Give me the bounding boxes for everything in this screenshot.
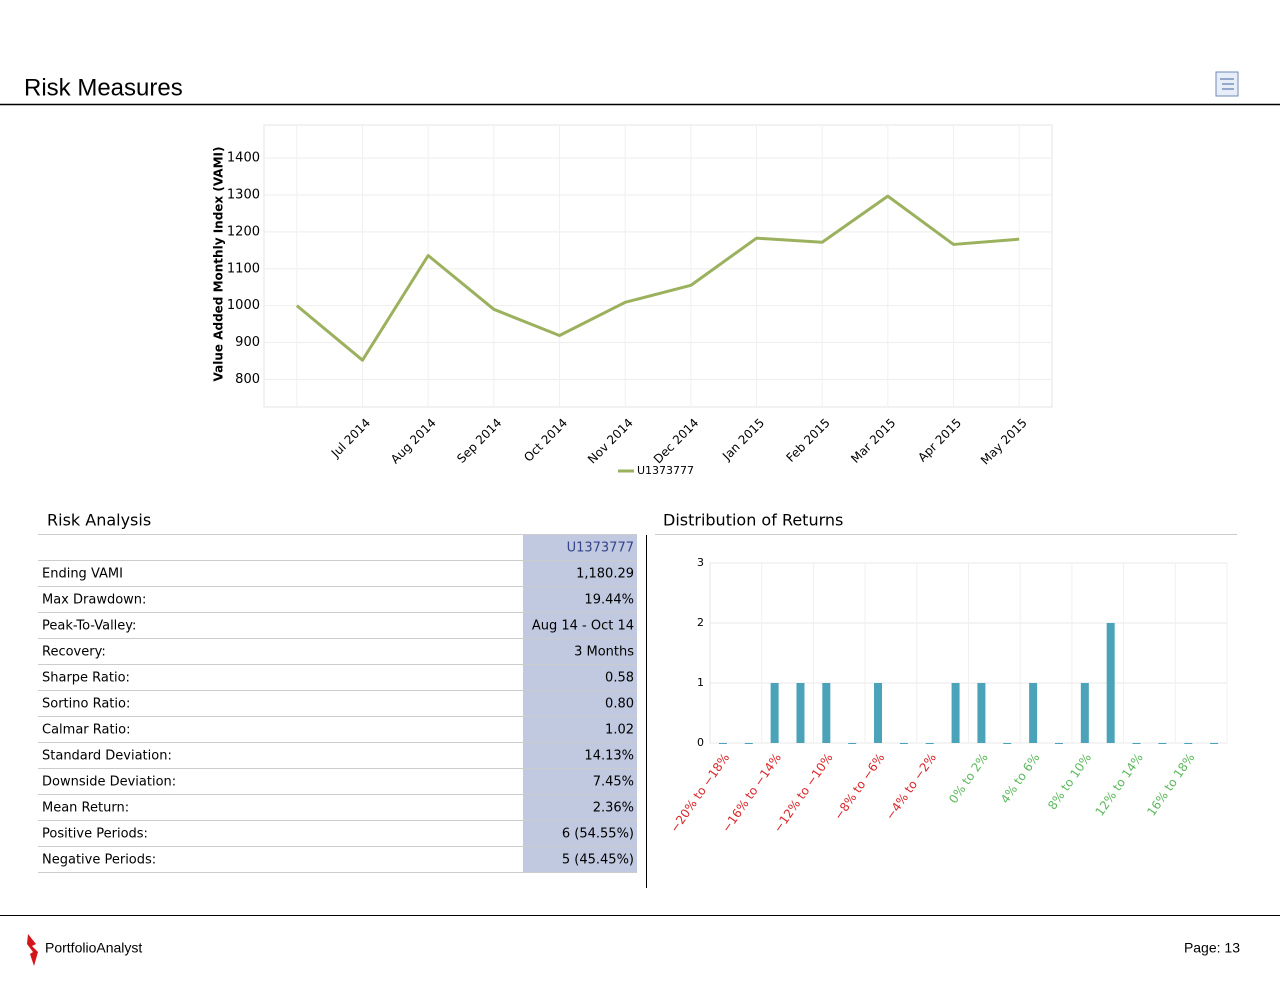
x-tick-label: 12% to 14% — [1092, 751, 1145, 819]
row-value: 7.45% — [593, 775, 634, 790]
row-value: 6 (54.55%) — [562, 827, 634, 842]
row-label: Ending VAMI — [42, 567, 123, 582]
bar — [951, 683, 960, 743]
x-tick-label: Apr 2015 — [915, 416, 964, 465]
bar — [1184, 743, 1193, 744]
x-tick-label: Sep 2014 — [454, 416, 504, 466]
column-header: U1373777 — [567, 541, 634, 556]
row-value: 1,180.29 — [576, 567, 634, 582]
row-value: 5 (45.45%) — [562, 853, 634, 868]
x-tick-label: 8% to 10% — [1045, 751, 1094, 813]
bar — [822, 683, 831, 743]
y-tick-label: 1300 — [227, 188, 260, 203]
row-label: Sharpe Ratio: — [42, 671, 130, 686]
y-tick-label: 3 — [697, 556, 704, 569]
brand-logo — [27, 934, 38, 966]
bar — [848, 743, 857, 744]
x-tick-label: −8% to −6% — [831, 751, 887, 823]
y-tick-label: 1200 — [227, 224, 260, 239]
y-tick-label: 1 — [697, 676, 704, 689]
bar — [925, 743, 934, 744]
row-label: Mean Return: — [42, 801, 129, 816]
y-tick-label: 2 — [697, 616, 704, 629]
line-series — [295, 194, 1020, 362]
y-tick-label: 900 — [235, 335, 260, 350]
x-tick-label: Feb 2015 — [784, 416, 833, 465]
x-tick-label: 4% to 6% — [998, 751, 1043, 806]
report-icon[interactable] — [1215, 71, 1239, 97]
row-label: Calmar Ratio: — [42, 723, 131, 738]
y-tick-label: 1000 — [227, 298, 260, 313]
row-label: Recovery: — [42, 645, 106, 660]
x-tick-label: May 2015 — [978, 416, 1030, 468]
bar — [1132, 743, 1141, 744]
row-value: 2.36% — [593, 801, 634, 816]
page-title: Risk Measures — [24, 74, 183, 101]
x-tick-label: Oct 2014 — [521, 416, 570, 465]
bar — [744, 743, 753, 744]
bar — [1029, 683, 1038, 743]
legend-label: U1373777 — [637, 464, 694, 477]
x-tick-label: Aug 2014 — [388, 416, 439, 467]
row-label: Sortino Ratio: — [42, 697, 130, 712]
row-value: 0.80 — [605, 697, 634, 712]
bar — [718, 743, 727, 744]
x-tick-label: Mar 2015 — [848, 416, 898, 466]
x-tick-label: Jan 2015 — [719, 416, 767, 464]
y-tick-label: 1100 — [227, 261, 260, 276]
x-tick-label: −4% to −2% — [883, 751, 939, 823]
bar — [1054, 743, 1063, 744]
row-value: 14.13% — [584, 749, 634, 764]
row-label: Standard Deviation: — [42, 749, 172, 764]
y-axis-label: Value Added Monthly Index (VAMI) — [212, 147, 226, 382]
row-label: Peak-To-Valley: — [42, 619, 136, 634]
bar — [796, 683, 805, 743]
bar — [1210, 743, 1219, 744]
row-label: Negative Periods: — [42, 853, 156, 868]
bar — [874, 683, 883, 743]
bar — [770, 683, 779, 743]
row-value: 1.02 — [605, 723, 634, 738]
y-tick-label: 800 — [235, 372, 260, 387]
y-tick-label: 1400 — [227, 151, 260, 166]
x-tick-label: 16% to 18% — [1144, 751, 1197, 819]
row-label: Positive Periods: — [42, 827, 148, 842]
row-value: 3 Months — [574, 645, 634, 660]
row-value: 0.58 — [605, 671, 634, 686]
row-value: Aug 14 - Oct 14 — [532, 619, 634, 634]
bar — [1106, 623, 1115, 743]
x-tick-label: Dec 2014 — [651, 416, 702, 467]
bar — [1003, 743, 1012, 744]
table-title: Risk Analysis — [47, 511, 151, 530]
footer-brand: PortfolioAnalyst — [45, 940, 142, 956]
histogram-title: Distribution of Returns — [663, 511, 843, 530]
x-tick-label: 0% to 2% — [946, 751, 991, 806]
y-tick-label: 0 — [697, 736, 704, 749]
x-tick-label: Nov 2014 — [585, 416, 636, 467]
line-plot-frame — [263, 124, 1053, 408]
row-label: Max Drawdown: — [42, 593, 146, 608]
x-tick-label: Jul 2014 — [328, 416, 373, 461]
bar — [899, 743, 908, 744]
bar — [1158, 743, 1167, 744]
value-column-bg — [523, 535, 637, 872]
page-number: Page: 13 — [1184, 940, 1240, 956]
bar — [1080, 683, 1089, 743]
row-label: Downside Deviation: — [42, 775, 176, 790]
bar — [977, 683, 986, 743]
row-value: 19.44% — [584, 593, 634, 608]
